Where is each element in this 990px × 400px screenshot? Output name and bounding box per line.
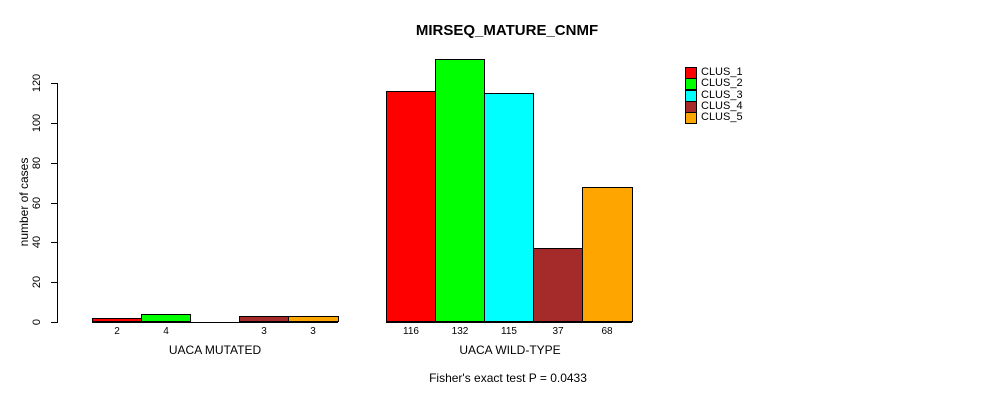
- legend-label-clus_3: CLUS_3: [701, 89, 743, 101]
- bar-value-label: 3: [261, 326, 267, 337]
- y-tick-label: 80: [31, 156, 43, 170]
- bar-clus_1-wild-type: [386, 91, 436, 322]
- bar-clus_2-wild-type: [435, 59, 485, 322]
- fisher-test-footnote: Fisher's exact test P = 0.0433: [429, 371, 587, 385]
- bar-clus_4-wild-type: [533, 248, 583, 322]
- y-tick-mark: [51, 322, 57, 323]
- group-baseline: [92, 322, 338, 323]
- bar-clus_2-mutated: [141, 314, 191, 322]
- y-axis-label: number of cases: [17, 157, 31, 247]
- y-tick-label: 60: [31, 196, 43, 210]
- y-tick-mark: [51, 123, 57, 124]
- bar-value-label: 2: [114, 326, 120, 337]
- legend-swatch-clus_2: [685, 78, 697, 90]
- bar-clus_4-mutated: [239, 316, 289, 322]
- y-axis-line: [57, 83, 58, 323]
- group-label-uaca-mutated: UACA MUTATED: [168, 343, 262, 357]
- y-tick-label: 0: [31, 318, 43, 326]
- bar-value-label: 115: [501, 326, 517, 337]
- bar-value-label: 132: [451, 326, 469, 337]
- y-tick-mark: [51, 282, 57, 283]
- bar-value-label: 37: [552, 326, 564, 337]
- y-tick-mark: [51, 203, 57, 204]
- bar-value-label: 3: [310, 326, 316, 337]
- y-tick-label: 20: [31, 275, 43, 289]
- legend-label-clus_2: CLUS_2: [701, 77, 743, 89]
- bar-clus_1-mutated: [92, 318, 142, 322]
- bar-clus_5-wild-type: [582, 187, 633, 322]
- bar-clus_3-wild-type: [484, 93, 534, 322]
- legend-label-clus_4: CLUS_4: [701, 100, 743, 112]
- y-tick-mark: [51, 83, 57, 84]
- bar-value-label: 68: [601, 326, 613, 337]
- y-tick-label: 100: [31, 113, 43, 133]
- bar-value-label: 4: [163, 326, 169, 337]
- y-tick-mark: [51, 242, 57, 243]
- chart-title: MIRSEQ_MATURE_CNMF: [415, 22, 599, 39]
- legend-label-clus_1: CLUS_1: [701, 66, 743, 78]
- legend-swatch-clus_5: [685, 112, 697, 124]
- group-baseline: [386, 322, 632, 323]
- y-tick-mark: [51, 163, 57, 164]
- bar-value-label: 116: [403, 326, 419, 337]
- group-label-uaca-wild-type: UACA WILD-TYPE: [459, 343, 561, 357]
- bar-clus_5-mutated: [288, 316, 339, 322]
- legend-label-clus_5: CLUS_5: [701, 111, 743, 123]
- y-tick-label: 40: [31, 235, 43, 249]
- y-tick-label: 120: [31, 73, 43, 93]
